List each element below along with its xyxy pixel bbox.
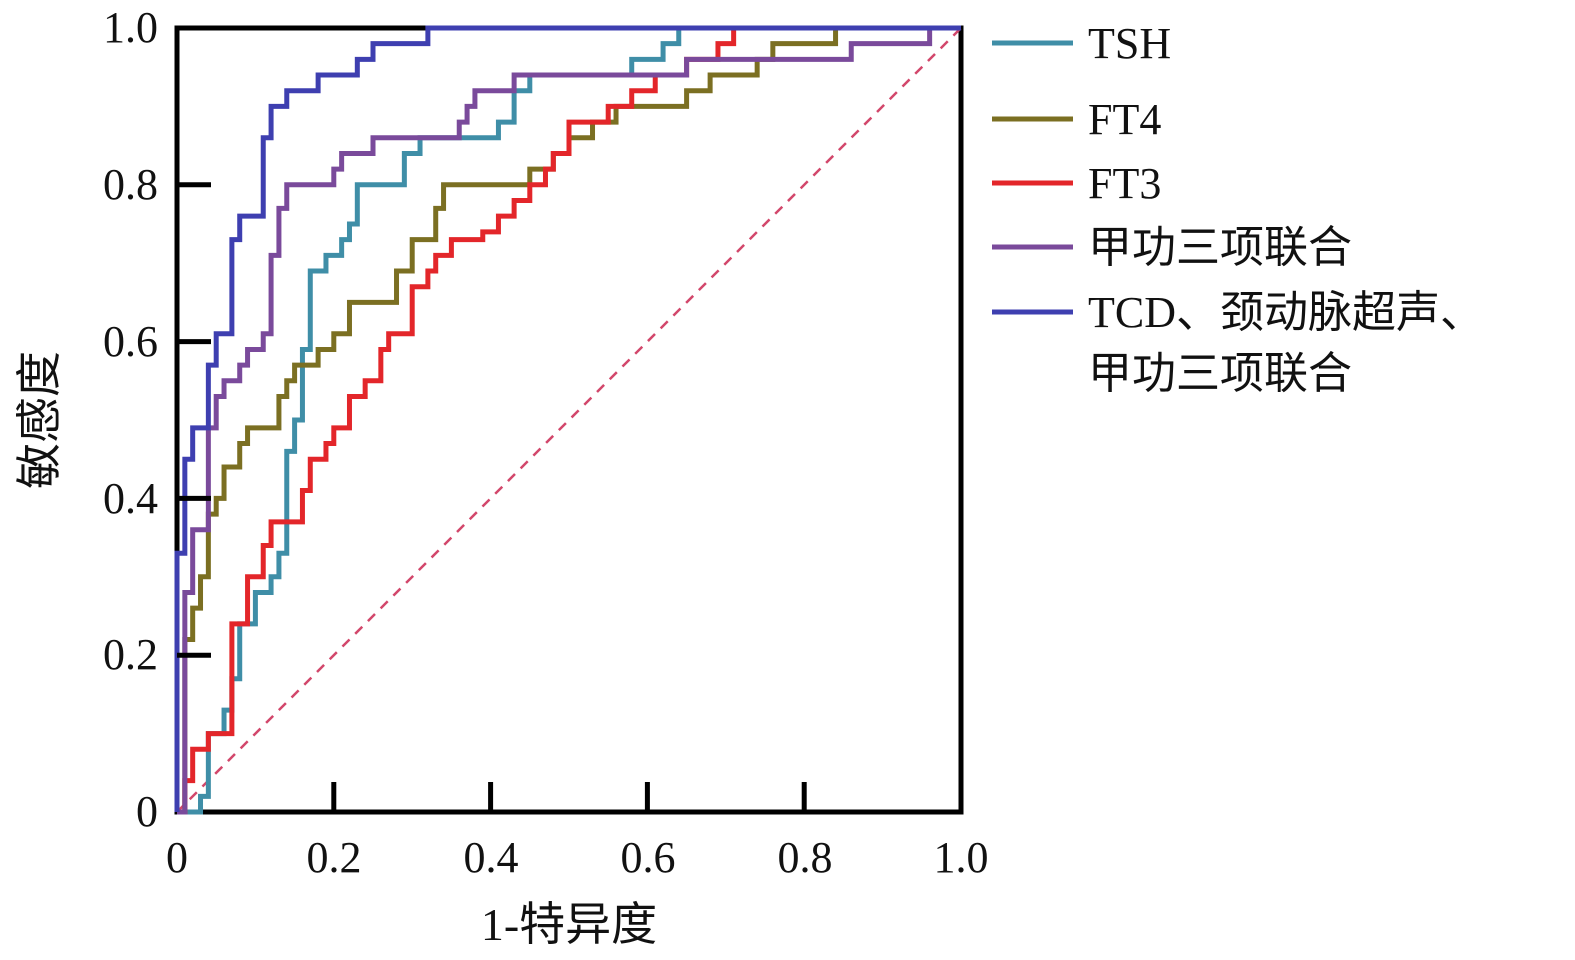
legend-label: FT3 — [1088, 159, 1161, 208]
legend: TSH FT4 FT3 甲功三项联合 TCD、颈动脉超声、 甲功三项联合 — [992, 19, 1484, 398]
y-tick-label: 1.0 — [103, 3, 158, 52]
series-layer — [174, 25, 961, 815]
x-tick-label: 1.0 — [934, 833, 989, 882]
x-tick-label: 0.2 — [307, 833, 362, 882]
legend-label: TSH — [1088, 19, 1171, 68]
roc-curve-3 — [177, 25, 961, 815]
legend-label: 甲功三项联合 — [1088, 349, 1352, 398]
y-tick-label: 0.2 — [103, 630, 158, 679]
x-tick-label: 0.6 — [621, 833, 676, 882]
y-tick-labels: 0 0.2 0.4 0.6 0.8 1.0 — [103, 3, 158, 836]
y-axis-title: 敏感度 — [14, 351, 65, 489]
y-tick-label: 0.6 — [103, 317, 158, 366]
legend-label: TCD、颈动脉超声、 — [1088, 288, 1484, 337]
reference-diagonal-line — [176, 27, 962, 813]
x-tick-label: 0.4 — [464, 833, 519, 882]
roc-curve-2 — [177, 25, 961, 815]
roc-curve-4 — [174, 25, 961, 812]
x-axis-title: 1-特异度 — [481, 899, 657, 950]
tick-layer — [177, 182, 807, 812]
x-tick-labels: 0 0.2 0.4 0.6 0.8 1.0 — [166, 833, 989, 882]
x-tick-label: 0.8 — [778, 833, 833, 882]
legend-label: FT4 — [1088, 95, 1161, 144]
y-tick-label: 0 — [136, 787, 158, 836]
x-tick-label: 0 — [166, 833, 188, 882]
y-tick-label: 0.4 — [103, 474, 158, 523]
y-tick-label: 0.8 — [103, 160, 158, 209]
roc-curve-1 — [177, 25, 961, 815]
legend-label: 甲功三项联合 — [1088, 223, 1352, 272]
